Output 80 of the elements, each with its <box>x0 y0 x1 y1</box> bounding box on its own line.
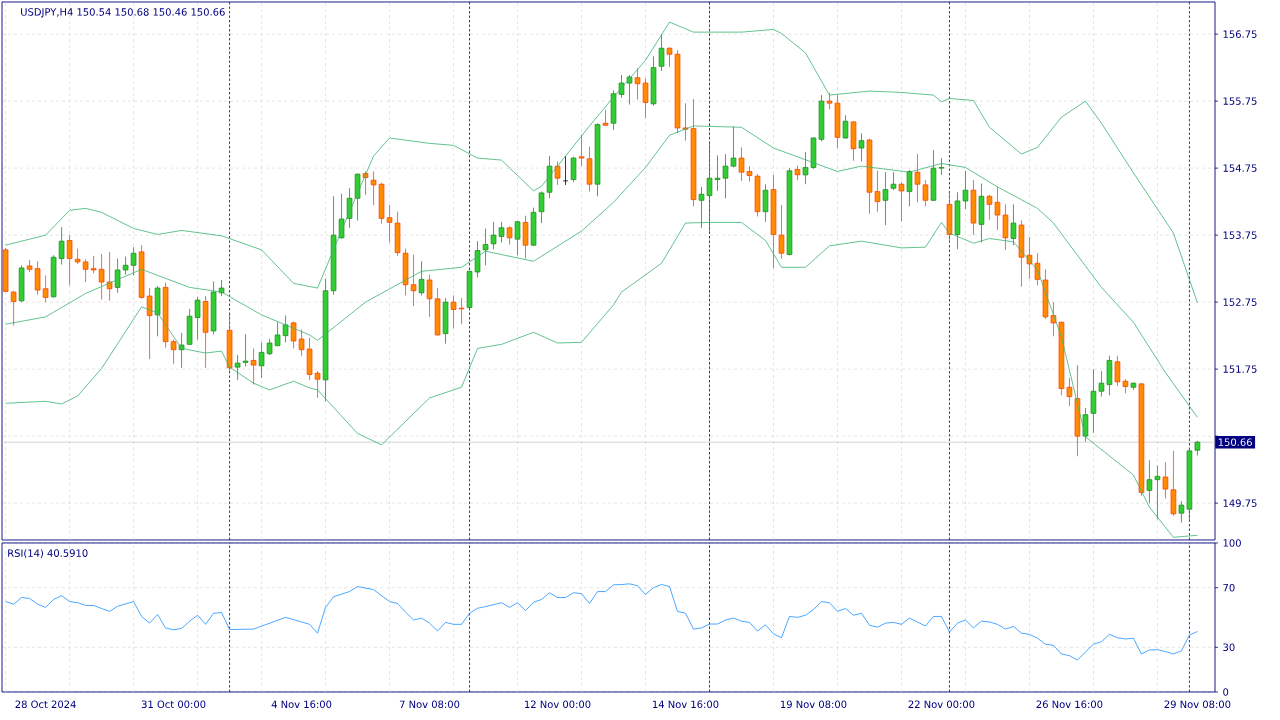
x-tick-label: 28 Oct 2024 <box>15 700 76 709</box>
candlestick <box>1162 461 1169 499</box>
ref-line-label: 150.66 <box>1218 438 1252 446</box>
candlestick <box>858 132 865 162</box>
candlestick <box>1114 355 1121 387</box>
y-tick-label: 100 <box>1223 539 1241 547</box>
y-tick-label: 30 <box>1223 643 1235 652</box>
y-tick-label: 153.75 <box>1223 231 1257 239</box>
x-tick-label: 14 Nov 16:00 <box>653 700 719 709</box>
candlestick <box>1098 370 1105 398</box>
candlestick <box>274 321 281 347</box>
line-series <box>5 125 1198 418</box>
candlestick <box>34 260 41 296</box>
candlestick <box>290 321 297 349</box>
candlestick <box>194 296 201 341</box>
candlestick <box>906 169 913 207</box>
candlestick <box>106 251 113 302</box>
candlestick <box>130 246 137 276</box>
candlestick <box>242 333 249 367</box>
line-series <box>5 222 1198 538</box>
candlestick <box>298 329 305 357</box>
candlestick <box>234 354 241 381</box>
y-tick-label: 152.75 <box>1223 298 1257 306</box>
candlestick <box>506 226 513 245</box>
candlestick <box>890 171 897 191</box>
candlestick <box>66 234 73 286</box>
x-tick-label: 31 Oct 00:00 <box>141 700 206 709</box>
candlestick <box>90 255 97 274</box>
candlestick <box>146 287 153 360</box>
y-tick-label: 70 <box>1223 583 1235 592</box>
candlestick <box>82 258 89 283</box>
candlestick <box>562 155 569 186</box>
candlestick <box>1146 459 1153 504</box>
candlestick <box>1082 407 1089 442</box>
candlestick <box>42 274 49 303</box>
y-tick-label: 149.75 <box>1223 499 1257 507</box>
candlestick <box>1090 368 1097 434</box>
candlestick <box>170 339 177 365</box>
candlestick <box>514 220 521 256</box>
candlestick <box>762 183 769 223</box>
line-series <box>5 583 1198 661</box>
candlestick <box>122 256 129 276</box>
candlestick <box>1154 465 1161 520</box>
candlestick <box>114 258 121 294</box>
y-tick-label: 154.75 <box>1223 164 1257 172</box>
candlestick <box>1178 500 1185 523</box>
y-tick-label: 156.75 <box>1223 30 1257 38</box>
x-tick-label: 4 Nov 16:00 <box>271 700 332 709</box>
candlestick <box>554 161 561 186</box>
candlestick <box>570 156 577 183</box>
text: USDJPY,H4 150.54 150.68 150.46 150.66 <box>21 8 225 18</box>
text: RSI(14) 40.5910 <box>8 549 88 559</box>
candlestick <box>10 290 17 326</box>
candlestick <box>250 347 257 385</box>
candlestick <box>522 215 529 259</box>
y-tick-label: 151.75 <box>1223 365 1257 373</box>
candlestick <box>658 33 665 72</box>
x-tick-label: 7 Nov 08:00 <box>399 700 460 709</box>
y-tick-label: 0 <box>1223 688 1229 696</box>
candlestick <box>314 370 321 399</box>
candlestick <box>842 114 849 140</box>
candlestick <box>58 226 65 266</box>
candlestick <box>602 109 609 127</box>
x-tick-label: 19 Nov 08:00 <box>781 700 847 709</box>
x-tick-label: 22 Nov 00:00 <box>908 700 975 709</box>
y-tick-label: 155.75 <box>1223 97 1257 105</box>
candlestick <box>258 341 265 379</box>
x-tick-label: 29 Nov 08:00 <box>1164 700 1231 709</box>
x-tick-label: 12 Nov 00:00 <box>525 700 591 709</box>
candlestick <box>418 260 425 296</box>
candlestick <box>282 315 289 343</box>
candlestick <box>882 171 889 226</box>
line-series <box>5 21 1198 304</box>
x-tick-label: 26 Nov 16:00 <box>1036 700 1103 709</box>
candlestick <box>1010 203 1017 246</box>
candlestick <box>898 181 905 222</box>
candlestick <box>98 253 105 300</box>
candlestick <box>74 248 81 265</box>
candlestick <box>1066 377 1073 407</box>
candlestick <box>370 171 377 206</box>
